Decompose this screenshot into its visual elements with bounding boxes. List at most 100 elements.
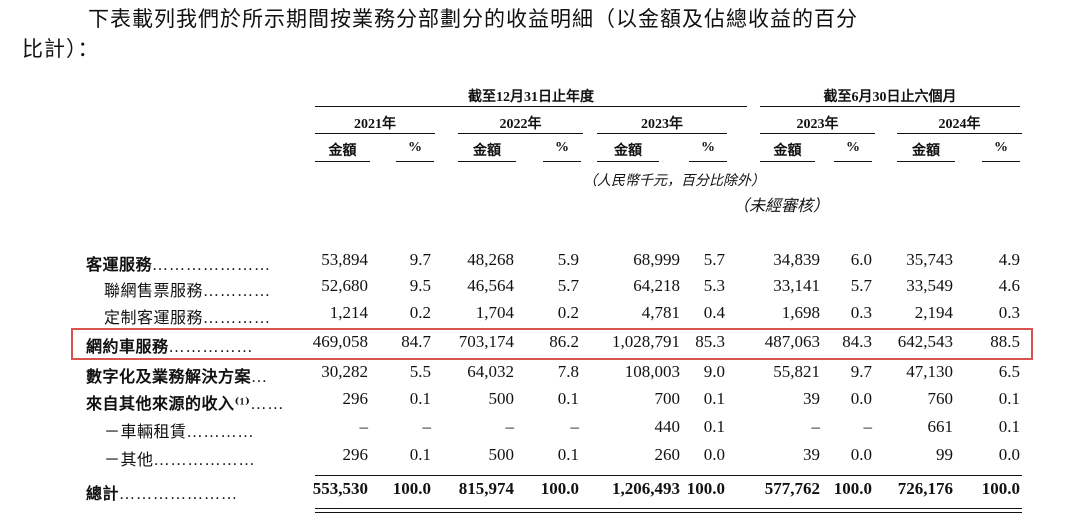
- unaudited-note: （未經審核）: [733, 198, 830, 215]
- row-leader-dots: …………: [186, 424, 255, 441]
- amount-label: 金額: [328, 144, 357, 159]
- amount-cell: 1,704: [475, 303, 514, 322]
- intro-paragraph: 下表載列我們於所示期間按業務分部劃分的收益明細（以金額及佔總收益的百分 比計）：: [22, 4, 1062, 64]
- amount-cell: 296: [342, 445, 369, 464]
- pct-label-rule: [396, 161, 434, 162]
- amount-cell: 1,214: [329, 303, 368, 322]
- subtotal-rule: [315, 475, 1022, 476]
- percent-cell: 0.1: [557, 445, 579, 464]
- percent-cell: 5.7: [703, 250, 725, 269]
- year-rule-2022: [458, 133, 583, 134]
- pct-label: %: [701, 140, 715, 155]
- pct-label: %: [408, 140, 422, 155]
- pct-label: %: [846, 140, 860, 155]
- percent-cell: 0.2: [557, 303, 579, 322]
- percent-cell: 5.3: [703, 276, 725, 295]
- percent-cell: 85.3: [695, 332, 725, 351]
- amount-cell: 48,268: [467, 250, 514, 269]
- percent-cell: 0.1: [557, 389, 579, 408]
- percent-cell: 0.0: [850, 445, 872, 464]
- row-label-text: 聯網售票服務: [104, 283, 204, 300]
- row-label-text: 定制客運服務: [104, 310, 204, 327]
- year-header-2022: 2022年: [499, 117, 542, 132]
- percent-cell: –: [863, 417, 873, 436]
- amount-cell: 35,743: [906, 250, 953, 269]
- percent-cell: 5.7: [557, 276, 579, 295]
- pct-label: %: [994, 140, 1008, 155]
- year-rule-2023: [597, 133, 727, 134]
- percent-cell: 0.1: [409, 389, 431, 408]
- row-leader-dots: …………………: [119, 486, 239, 503]
- amount-cell: 487,063: [764, 332, 820, 351]
- amount-cell: 260: [654, 445, 681, 464]
- row-label-text: －其他: [104, 452, 154, 469]
- amount-cell: 2,194: [914, 303, 953, 322]
- row-leader-dots: …………: [203, 283, 272, 300]
- pct-label-rule: [834, 161, 872, 162]
- row-label-text: 數字化及業務解決方案: [86, 369, 252, 386]
- percent-cell: 4.9: [998, 250, 1020, 269]
- amount-label-rule: [760, 161, 815, 162]
- percent-cell: 0.1: [998, 389, 1020, 408]
- total-double-rule: [315, 508, 1022, 513]
- row-label: 總計…………………: [86, 480, 286, 504]
- amount-label-rule: [597, 161, 659, 162]
- pct-label-rule: [982, 161, 1020, 162]
- percent-cell: 9.7: [409, 250, 431, 269]
- row-label: －車輛租賃…………: [104, 418, 304, 442]
- percent-cell: 5.9: [557, 250, 579, 269]
- amount-cell: 500: [488, 389, 515, 408]
- percent-cell: 100.0: [392, 479, 431, 498]
- amount-cell: 30,282: [321, 362, 368, 381]
- amount-cell: 39: [803, 445, 820, 464]
- percent-cell: 100.0: [981, 479, 1020, 498]
- row-label-text: 客運服務: [86, 257, 153, 274]
- amount-cell: 577,762: [764, 479, 820, 498]
- amount-cell: 760: [927, 389, 954, 408]
- amount-label-rule: [897, 161, 955, 162]
- percent-cell: 84.3: [842, 332, 872, 351]
- percent-cell: –: [570, 417, 580, 436]
- percent-cell: 88.5: [990, 332, 1020, 351]
- amount-cell: 296: [342, 389, 369, 408]
- amount-cell: 469,058: [312, 332, 368, 351]
- amount-cell: –: [359, 417, 369, 436]
- year-rule-2021: [315, 133, 435, 134]
- amount-cell: 703,174: [458, 332, 514, 351]
- amount-cell: 642,543: [897, 332, 953, 351]
- percent-cell: 6.0: [850, 250, 872, 269]
- highlight-box: [71, 328, 1033, 360]
- amount-cell: 53,894: [321, 250, 368, 269]
- row-leader-dots: …………: [203, 310, 272, 327]
- amount-cell: 64,032: [467, 362, 514, 381]
- percent-cell: 5.5: [409, 362, 431, 381]
- amount-cell: 99: [936, 445, 953, 464]
- pct-label: %: [555, 140, 569, 155]
- percent-cell: 0.0: [850, 389, 872, 408]
- row-label: 來自其他來源的收入⁽¹⁾……: [86, 390, 286, 414]
- group-header-six-month: 截至6月30日止六個月: [823, 90, 957, 105]
- amount-cell: 68,999: [633, 250, 680, 269]
- amount-cell: 1,698: [781, 303, 820, 322]
- unit-note: （人民幣千元，百分比除外）: [583, 174, 765, 189]
- amount-cell: 815,974: [458, 479, 514, 498]
- row-label: －其他………………: [104, 446, 304, 470]
- amount-cell: 39: [803, 389, 820, 408]
- pct-label-rule: [543, 161, 581, 162]
- amount-cell: 700: [654, 389, 681, 408]
- pct-label-rule: [689, 161, 727, 162]
- percent-cell: 9.7: [850, 362, 872, 381]
- row-label: 客運服務…………………: [86, 251, 286, 275]
- percent-cell: 84.7: [401, 332, 431, 351]
- year-header-2024-h1: 2024年: [938, 117, 981, 132]
- percent-cell: 7.8: [557, 362, 579, 381]
- year-rule-2024-h1: [897, 133, 1022, 134]
- percent-cell: 6.5: [998, 362, 1020, 381]
- amount-label: 金額: [473, 144, 501, 159]
- row-label: 數字化及業務解決方案…: [86, 363, 286, 387]
- percent-cell: 100.0: [686, 479, 725, 498]
- row-leader-dots: ………………: [153, 452, 256, 469]
- amount-cell: 55,821: [773, 362, 820, 381]
- percent-cell: 0.1: [703, 417, 725, 436]
- amount-cell: 500: [488, 445, 515, 464]
